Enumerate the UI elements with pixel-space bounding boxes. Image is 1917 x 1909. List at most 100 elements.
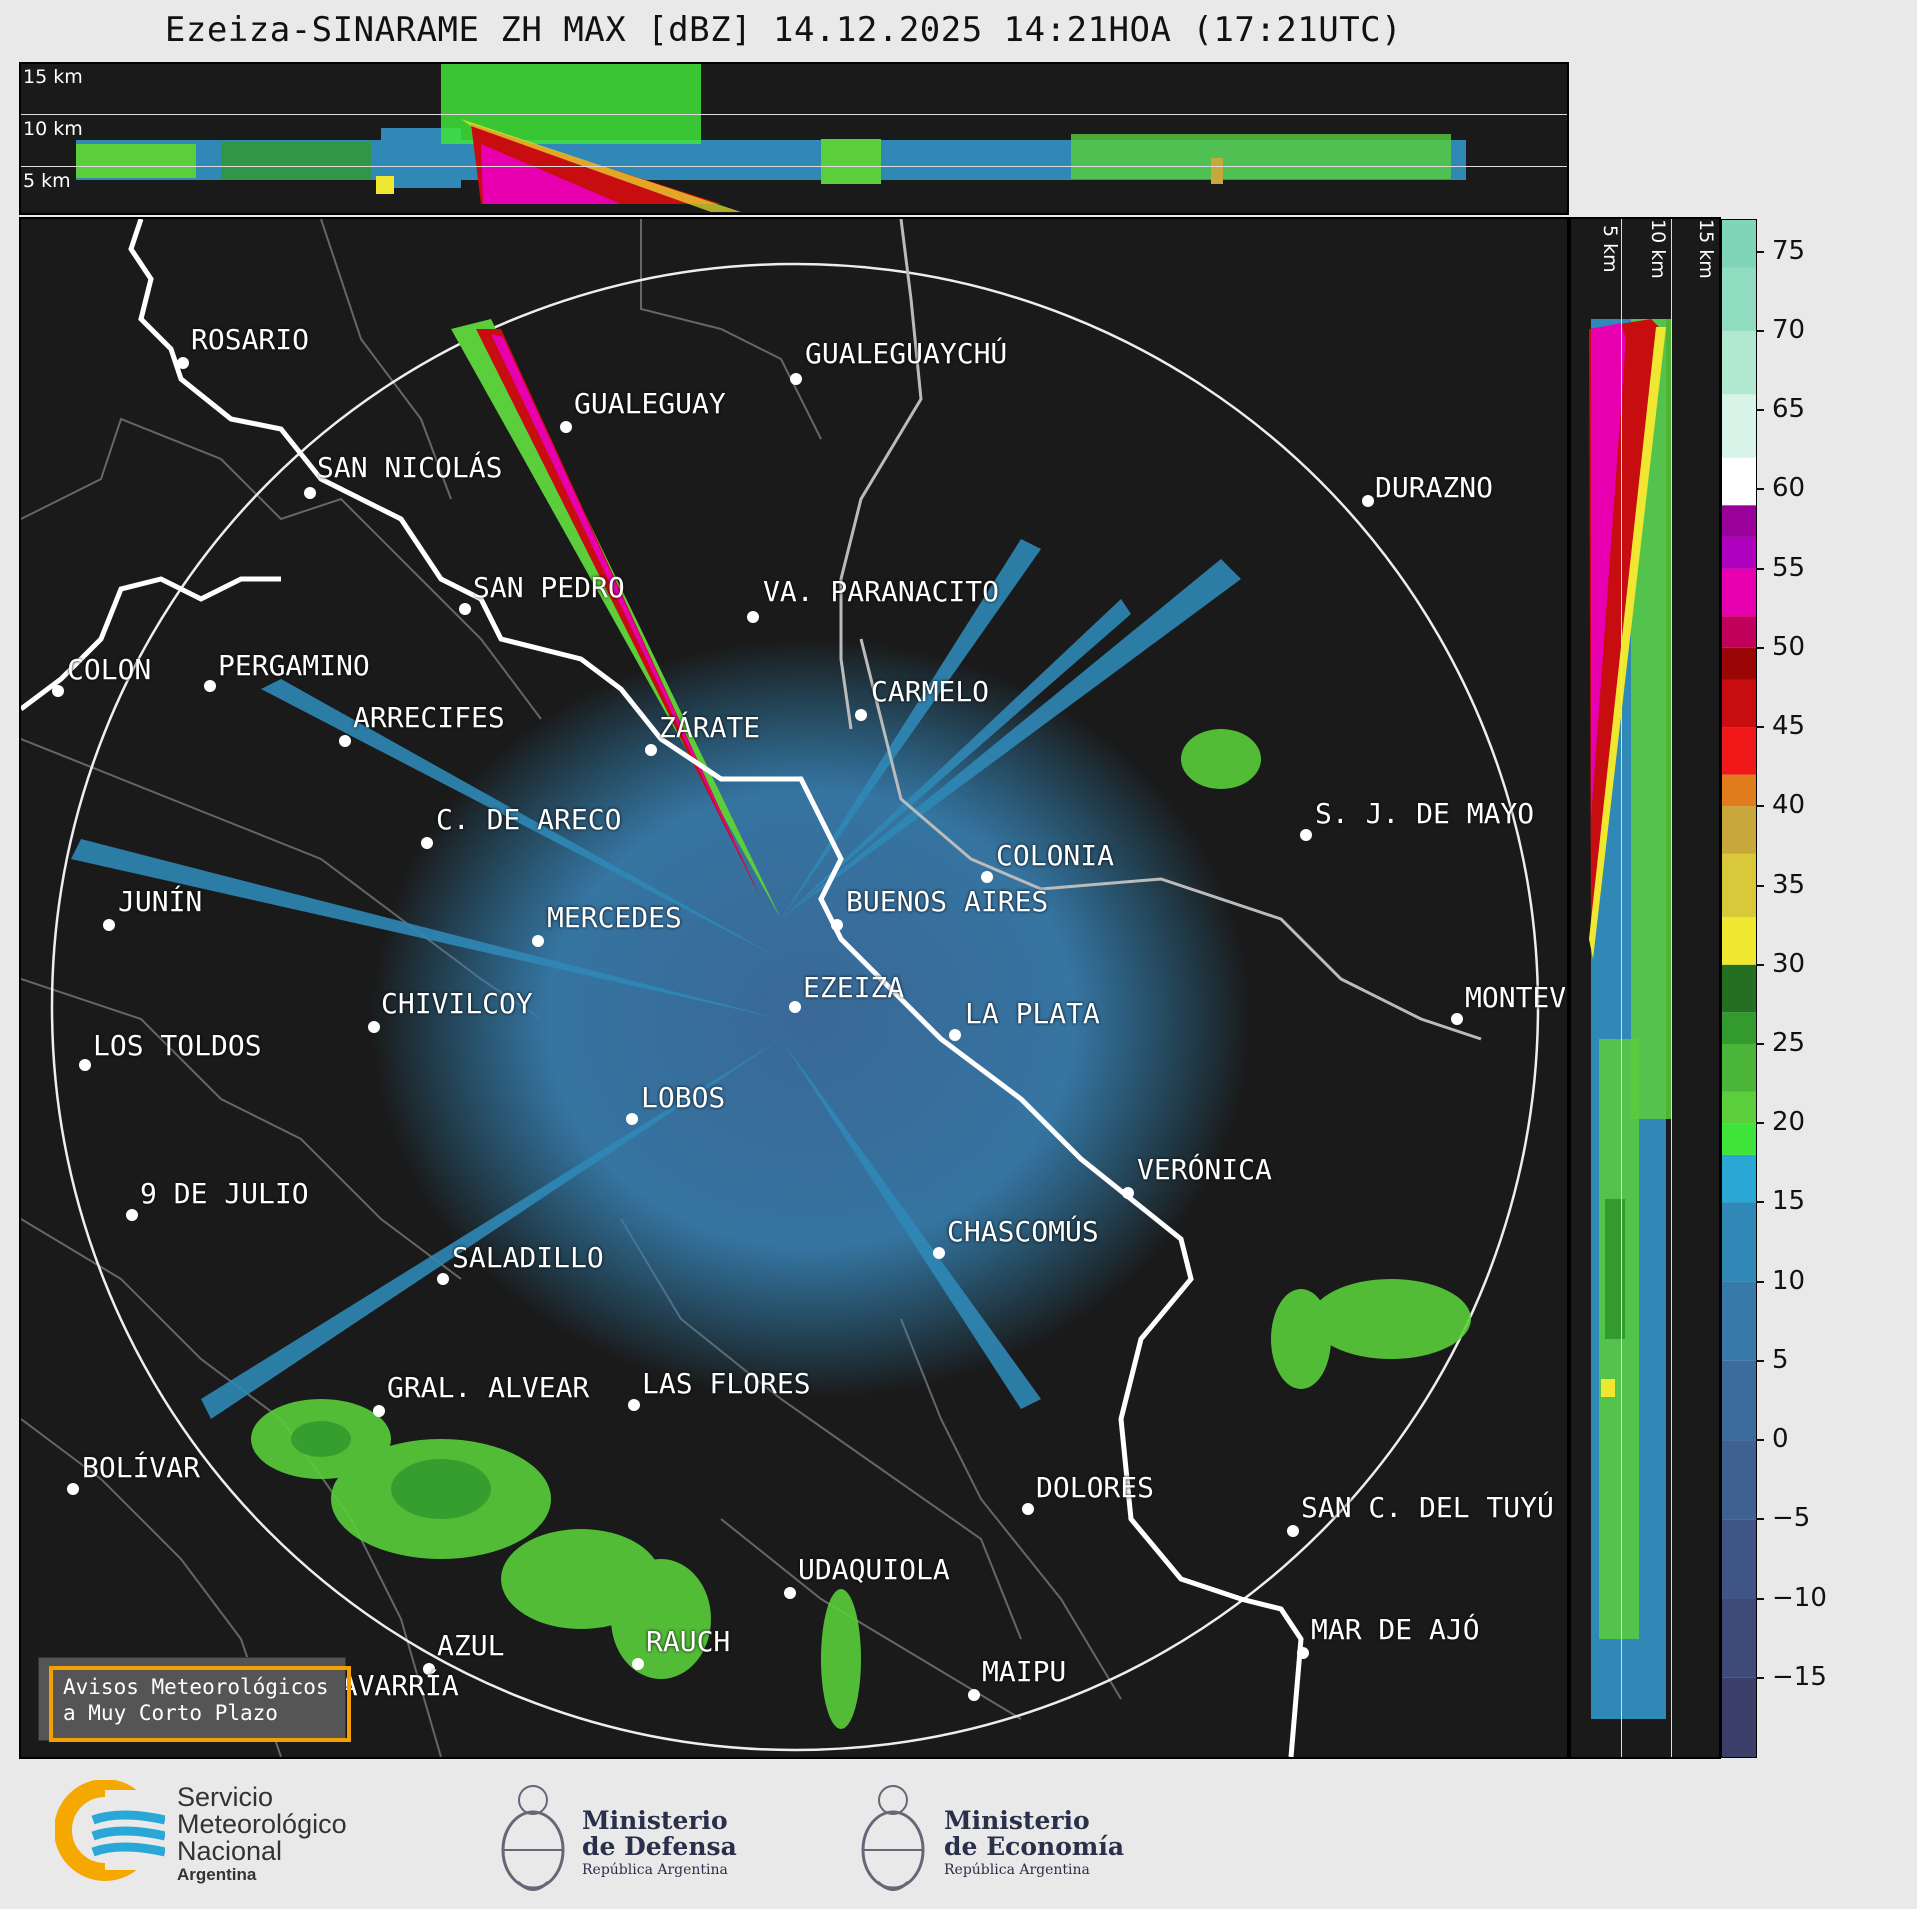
city-label-gualeguaychu: GUALEGUAYCHÚ [805,337,1008,370]
colorbar-swatch [1722,1012,1756,1044]
city-label-maipu: MAIPU [982,1655,1067,1688]
city-dot-la-plata [949,1029,961,1041]
colorbar-swatch [1722,1043,1756,1092]
city-label-saladillo: SALADILLO [452,1241,604,1274]
city-label-zarate: ZÁRATE [659,711,761,744]
colorbar-swatch [1722,1440,1756,1520]
colorbar-swatch [1722,568,1756,617]
colorbar-swatch [1722,727,1756,775]
city-dot-las-flores [628,1399,640,1411]
colorbar-tick-label: 15 [1755,1186,1805,1216]
city-label-c-de-areco: C. DE ARECO [436,803,622,836]
city-dot-ezeiza [789,1001,801,1013]
city-dot-udaquiola [784,1587,796,1599]
city-dot-colon [52,685,64,697]
side-cross-section-echoes [1589,319,1671,1719]
colorbar-tick-label: −10 [1756,1583,1827,1613]
altitude-label-5km: 5 km [23,170,71,192]
colorbar-swatch [1722,853,1756,918]
economia-line1: Ministerio [944,1806,1090,1835]
city-label-colon: COLON [67,653,152,686]
city-label-9-de-julio: 9 DE JULIO [140,1177,309,1210]
colorbar-tick-label: 75 [1755,236,1805,266]
city-label-la-plata: LA PLATA [965,997,1100,1030]
colorbar-swatch [1722,1281,1756,1361]
colorbar-tick-label: 50 [1755,632,1805,662]
city-dot-lobos [626,1113,638,1125]
city-dot-pergamino [204,680,216,692]
city-dot-mercedes [532,935,544,947]
city-dot-chascomus [933,1247,945,1259]
city-label-veronica: VERÓNICA [1137,1153,1272,1186]
coastline [21,219,1304,1757]
city-dot-gualeguaychu [790,373,802,385]
avisos-badge[interactable]: Avisos Meteorológicos a Muy Corto Plazo [38,1657,351,1742]
radar-rays [71,539,1241,1419]
defensa-line3: República Argentina [582,1862,728,1878]
colorbar-tick-label: 60 [1755,473,1805,503]
city-label-udaquiola: UDAQUIOLA [798,1553,950,1586]
city-label-arrecifes: ARRECIFES [353,701,505,734]
city-label-san-c-del-tuyu: SAN C. DEL TUYÚ [1301,1491,1554,1524]
city-label-lobos: LOBOS [641,1081,726,1114]
radar-map[interactable]: ROSARIO GUALEGUAYCHÚ GUALEGUAY SAN NICOL… [19,217,1569,1759]
side-altitude-5km: 5 km [1599,225,1621,273]
city-label-bolivar: BOLÍVAR [82,1451,201,1484]
city-label-sj-de-mayo: S. J. DE MAYO [1315,797,1535,830]
city-dot-zarate [645,744,657,756]
city-label-rauch: RAUCH [646,1625,731,1658]
city-dot-junin [103,919,115,931]
city-label-azul: AZUL [437,1629,505,1662]
economia-coat-of-arms-icon [861,1785,925,1891]
colorbar-tick-label: 5 [1756,1345,1789,1375]
colorbar-swatch [1722,394,1756,458]
colorbar-swatch [1722,806,1756,854]
radar-map-canvas [21,219,1540,1757]
city-dot-9-de-julio [126,1209,138,1221]
defensa-line1: Ministerio [582,1806,728,1835]
city-label-gualeguay: GUALEGUAY [574,387,726,420]
colorbar-swatch [1722,647,1756,680]
colorbar-swatch [1722,616,1756,648]
city-label-junin: JUNÍN [118,885,203,918]
colorbar-swatch [1722,964,1756,1013]
smn-line2: Meteorológico [177,1809,347,1839]
colorbar-swatch [1722,917,1756,965]
cross-section-echoes [76,64,1466,212]
city-label-las-flores: LAS FLORES [642,1367,811,1400]
colorbar-tick-label: −5 [1755,1503,1810,1533]
city-label-chivilcoy: CHIVILCOY [381,987,533,1020]
economia-line3: República Argentina [944,1862,1090,1878]
city-dot-gualeguay [560,421,572,433]
colorbar-swatch [1722,1598,1756,1678]
city-label-pergamino: PERGAMINO [218,649,370,682]
city-dot-arrecifes [339,735,351,747]
colorbar-tick-label: 65 [1755,394,1805,424]
city-dot-va-paranacito [747,611,759,623]
city-dot-c-de-areco [421,837,433,849]
colorbar-swatch [1722,1519,1756,1599]
city-label-mercedes: MERCEDES [547,901,682,934]
city-label-buenos-aires: BUENOS AIRES [846,885,1049,918]
avisos-line2: a Muy Corto Plazo [63,1701,278,1725]
colorbar-tick-label: 70 [1755,315,1805,345]
colorbar-tick-label: 55 [1755,553,1805,583]
city-dot-veronica [1122,1187,1134,1199]
city-dot-saladillo [437,1273,449,1285]
north-south-cross-section: 15 km 10 km 5 km [19,62,1569,215]
colorbar-tick-label: 10 [1755,1266,1805,1296]
colorbar-swatch [1722,505,1756,537]
defensa-coat-of-arms-icon [501,1785,565,1891]
map-title: Ezeiza-SINARAME ZH MAX [dBZ] 14.12.2025 … [164,10,1403,50]
city-dot-rauch [632,1658,644,1670]
city-dot-san-c-del-tuyu [1287,1525,1299,1537]
city-dot-rosario [177,357,189,369]
city-label-rosario: ROSARIO [191,323,310,356]
colorbar-swatch [1722,1154,1756,1203]
city-dot-azul [423,1663,435,1675]
city-label-carmelo: CARMELO [871,675,990,708]
colorbar-swatch [1722,220,1756,268]
city-dot-carmelo [855,709,867,721]
footer: Servicio Meteorológico Nacional Argentin… [0,1760,1917,1909]
economia-line2: de Economía [944,1832,1125,1861]
